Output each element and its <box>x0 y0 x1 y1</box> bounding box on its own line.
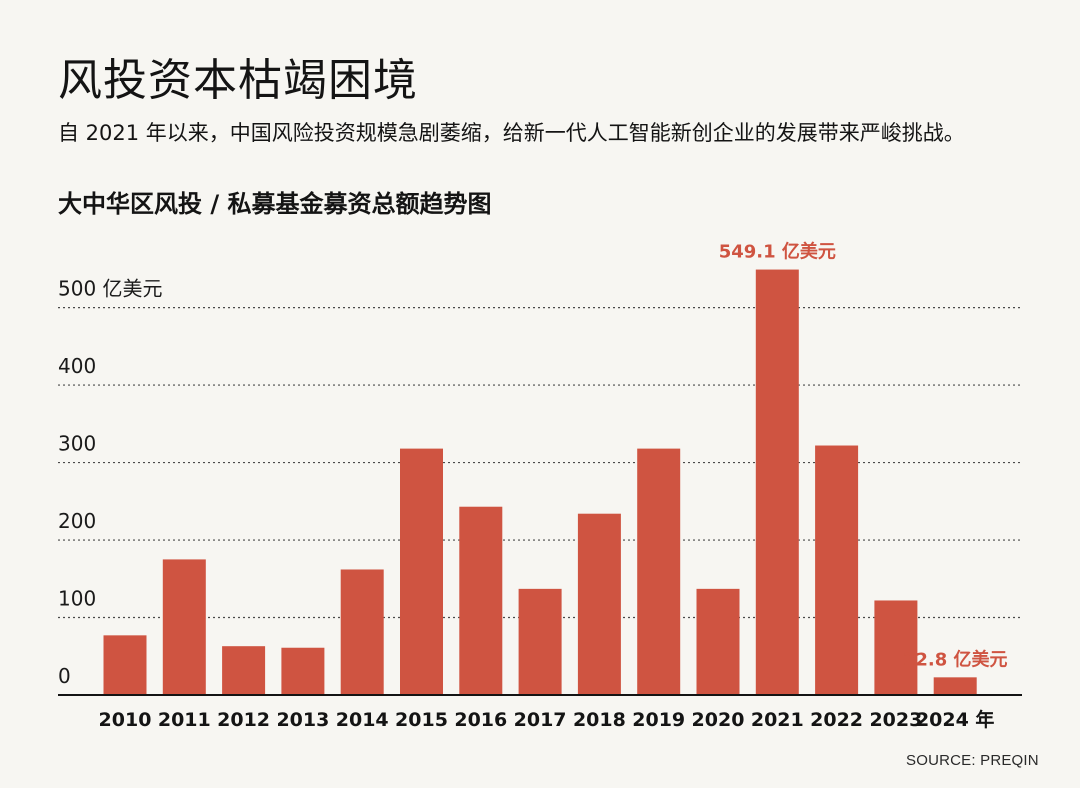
bar <box>933 677 977 695</box>
y-tick-label: 400 <box>58 354 96 378</box>
y-tick-label: 200 <box>58 509 96 533</box>
source-credit: SOURCE: PREQIN <box>906 752 1039 769</box>
x-tick-label: 2023 <box>869 709 922 731</box>
data-label: 549.1 亿美元 <box>719 241 836 263</box>
x-tick-label: 2015 <box>395 709 448 731</box>
y-tick-label: 300 <box>58 432 96 456</box>
x-tick-label: 2011 <box>158 709 211 731</box>
bar <box>637 448 681 695</box>
bar <box>340 569 384 695</box>
bar <box>103 635 147 695</box>
page-subtitle: 自 2021 年以来，中国风险投资规模急剧萎缩，给新一代人工智能新创企业的发展带… <box>58 121 965 145</box>
bar <box>281 647 325 695</box>
x-tick-label: 2022 <box>810 709 863 731</box>
y-tick-label: 0 <box>58 664 71 688</box>
bar <box>400 448 443 695</box>
x-tick-label: 2019 <box>632 709 685 731</box>
x-tick-label: 2013 <box>276 709 329 731</box>
bar <box>696 588 740 695</box>
data-label: 22.8 亿美元 <box>903 648 1008 670</box>
x-tick-label: 2020 <box>692 709 745 731</box>
x-tick-label: 2010 <box>99 709 152 731</box>
chart-title: 大中华区风投 / 私募基金募资总额趋势图 <box>58 190 492 218</box>
x-tick-label: 2017 <box>514 709 567 731</box>
bar <box>459 506 503 695</box>
x-tick-label: 2014 <box>336 709 389 731</box>
x-tick-label: 2024 年 <box>916 708 995 731</box>
x-tick-label: 2021 <box>751 709 804 731</box>
bar <box>815 445 859 695</box>
bar <box>518 588 562 695</box>
y-tick-label: 500 亿美元 <box>58 277 163 301</box>
x-tick-label: 2018 <box>573 709 626 731</box>
page-title: 风投资本枯竭困境 <box>58 55 418 106</box>
bar <box>222 646 266 695</box>
bar <box>577 513 621 695</box>
y-tick-label: 100 <box>58 587 96 611</box>
bar <box>755 269 799 695</box>
bar <box>874 600 918 695</box>
x-tick-label: 2012 <box>217 709 270 731</box>
bar <box>162 559 206 695</box>
x-tick-label: 2016 <box>454 709 507 731</box>
